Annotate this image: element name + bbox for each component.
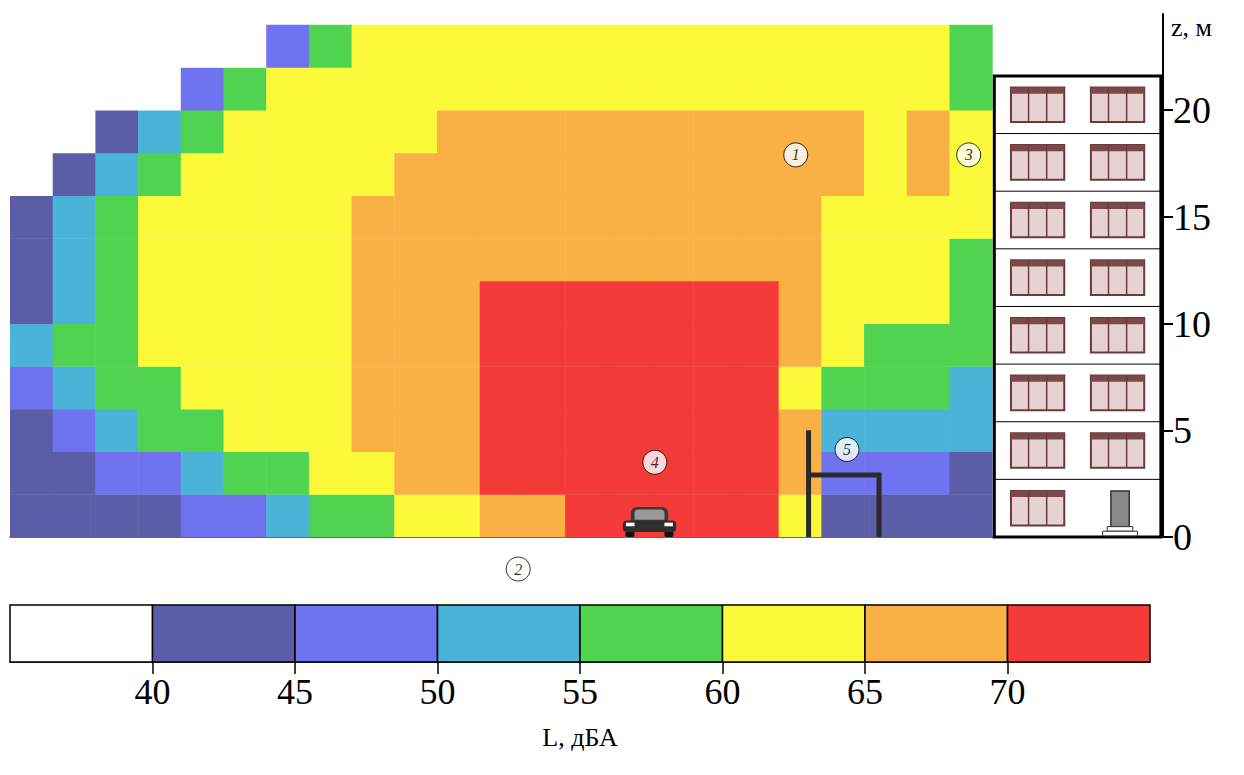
svg-text:5: 5	[843, 441, 851, 458]
svg-text:45: 45	[277, 672, 313, 712]
svg-text:0: 0	[1173, 516, 1192, 558]
svg-text:5: 5	[1173, 409, 1192, 451]
svg-text:4: 4	[651, 454, 659, 471]
svg-text:20: 20	[1173, 89, 1211, 131]
svg-text:1: 1	[792, 146, 800, 163]
svg-text:70: 70	[990, 672, 1026, 712]
svg-text:50: 50	[420, 672, 456, 712]
svg-text:2: 2	[514, 561, 522, 578]
svg-text:15: 15	[1173, 196, 1211, 238]
svg-text:40: 40	[135, 672, 171, 712]
svg-text:55: 55	[562, 672, 598, 712]
svg-text:z, м: z, м	[1171, 13, 1212, 42]
svg-text:60: 60	[705, 672, 741, 712]
svg-text:65: 65	[847, 672, 883, 712]
svg-text:3: 3	[964, 146, 973, 163]
svg-text:10: 10	[1173, 303, 1211, 345]
svg-text:L, дБА: L, дБА	[542, 723, 618, 752]
